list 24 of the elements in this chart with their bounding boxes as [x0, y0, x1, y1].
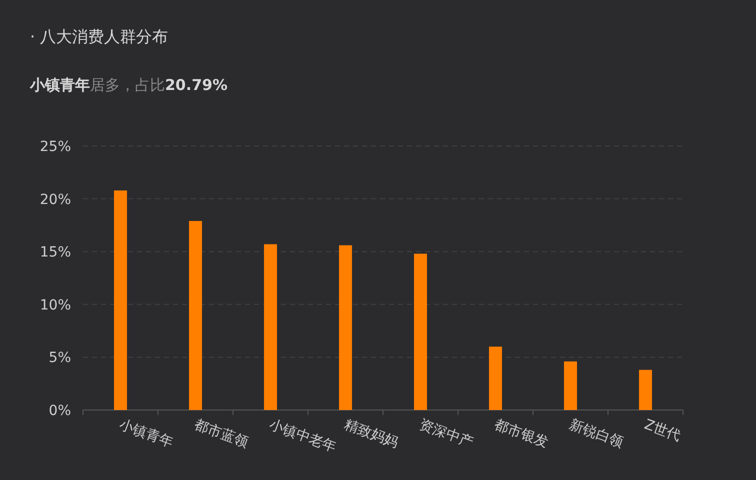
bar — [564, 361, 577, 410]
chart-title: · 八大消费人群分布 — [30, 27, 168, 46]
x-tick-label: 小镇青年 — [117, 416, 176, 451]
x-tick-label: 都市银发 — [492, 416, 550, 451]
x-tick-label: 小镇中老年 — [267, 416, 338, 456]
bar — [114, 190, 127, 410]
x-tick-label: 新锐白领 — [567, 416, 626, 451]
y-tick-label: 10% — [40, 297, 71, 314]
bar — [264, 244, 277, 410]
x-tick-label: 精致妈妈 — [342, 416, 400, 451]
x-tick-label: 资深中产 — [417, 416, 476, 451]
y-tick-label: 20% — [40, 192, 71, 208]
y-tick-label: 0% — [48, 403, 71, 419]
bar — [489, 346, 502, 410]
x-tick-label: Z世代 — [642, 416, 683, 445]
chart-subtitle: 小镇青年居多，占比20.79% — [29, 76, 228, 94]
x-tick-label: 都市蓝领 — [192, 416, 250, 451]
bar — [639, 370, 652, 410]
y-tick-label: 25% — [40, 139, 71, 155]
y-tick-label: 5% — [48, 350, 71, 366]
bar — [414, 254, 427, 410]
bar — [339, 245, 352, 410]
y-tick-label: 15% — [40, 244, 71, 261]
bar — [189, 220, 202, 410]
